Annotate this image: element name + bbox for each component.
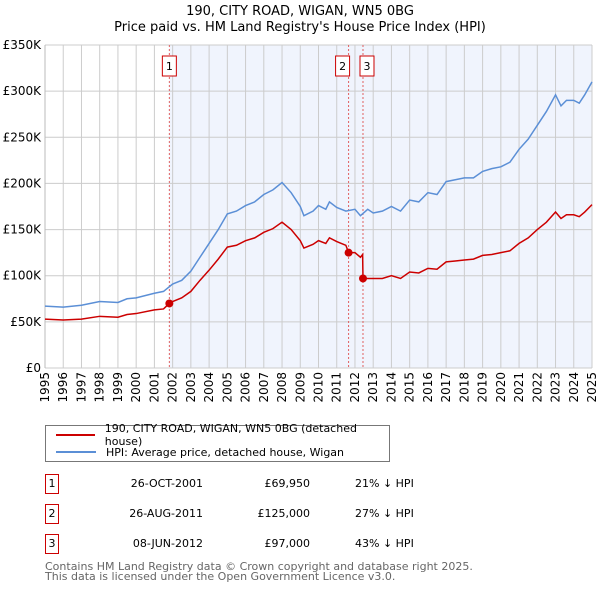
sale-price: £97,000 <box>264 537 311 550</box>
x-tick-label: 2003 <box>184 372 198 403</box>
x-tick-label: 1998 <box>93 372 107 403</box>
x-tick-label: 2013 <box>366 372 380 403</box>
sale-number: 1 <box>45 474 59 494</box>
y-tick-label: £100K <box>3 269 43 283</box>
legend: 190, CITY ROAD, WIGAN, WN5 0BG (detached… <box>45 422 390 462</box>
sale-label-box <box>335 55 351 77</box>
sale-hpi-diff: 27% ↓ HPI <box>355 507 414 520</box>
series-line-hpi <box>44 81 593 308</box>
y-tick-label: £300K <box>3 84 43 98</box>
sale-hpi-diff: 21% ↓ HPI <box>355 477 414 490</box>
sale-point <box>344 248 353 257</box>
sale-number: 2 <box>45 504 59 524</box>
legend-item-property: 190, CITY ROAD, WIGAN, WN5 0BG (detached… <box>56 422 389 448</box>
x-tick-label: 2011 <box>330 372 344 403</box>
sale-date: 26-AUG-2011 <box>129 507 203 520</box>
x-tick-label: 1995 <box>38 372 52 403</box>
y-tick-label: £150K <box>3 223 43 237</box>
x-tick-label: 2020 <box>494 372 508 403</box>
sale-date: 26-OCT-2001 <box>130 477 203 490</box>
legend-label-hpi: HPI: Average price, detached house, Wiga… <box>106 445 345 459</box>
x-tick-label: 2023 <box>549 372 563 403</box>
legend-swatch-property <box>56 434 95 436</box>
x-tick-label: 2015 <box>403 372 417 403</box>
sale-label: 2 <box>339 60 346 73</box>
y-tick-label: £0 <box>26 361 41 375</box>
x-tick-label: 2022 <box>530 372 544 403</box>
x-tick-label: 2007 <box>257 372 271 403</box>
x-tick-label: 2005 <box>220 372 234 403</box>
x-tick-label: 2010 <box>312 372 326 403</box>
y-tick-label: £350K <box>3 38 43 52</box>
sale-price: £125,000 <box>257 507 311 520</box>
x-tick-label: 2016 <box>421 372 435 403</box>
x-tick-label: 2014 <box>384 372 398 403</box>
footer-licence: This data is licensed under the Open Gov… <box>45 570 396 583</box>
x-tick-label: 2009 <box>293 372 307 403</box>
y-tick-label: £50K <box>10 315 42 329</box>
x-tick-label: 2017 <box>439 372 453 403</box>
sale-label: 3 <box>363 60 370 73</box>
x-tick-label: 2018 <box>457 372 471 403</box>
x-tick-label: 2024 <box>567 372 581 403</box>
legend-swatch-hpi <box>56 451 96 453</box>
x-tick-label: 2006 <box>239 372 253 403</box>
sale-number: 3 <box>45 534 59 554</box>
x-tick-label: 2002 <box>166 372 180 403</box>
sale-price: £69,950 <box>264 477 311 490</box>
y-tick-label: £200K <box>3 176 43 190</box>
x-tick-label: 1999 <box>111 372 125 403</box>
footer-copyright: Contains HM Land Registry data © Crown c… <box>45 560 473 573</box>
sale-date: 08-JUN-2012 <box>132 537 203 550</box>
shaded-region <box>169 45 593 368</box>
price-chart: £0 £50K £100K £150K £200K £250K £300K £350K 1995… <box>3 38 599 403</box>
x-tick-label: 1997 <box>74 372 88 403</box>
chart-subtitle: Price paid vs. HM Land Registry's House … <box>114 20 486 35</box>
sale-point <box>165 299 174 308</box>
sale-point <box>358 274 367 283</box>
x-tick-label: 2025 <box>585 372 599 403</box>
x-tick-label: 1996 <box>56 372 70 403</box>
x-tick-label: 2000 <box>129 372 143 403</box>
x-tick-label: 2012 <box>348 372 362 403</box>
sale-label: 1 <box>166 60 173 73</box>
chart-title: 190, CITY ROAD, WIGAN, WN5 0BG <box>186 4 414 19</box>
y-tick-label: £250K <box>3 130 43 144</box>
x-tick-label: 2019 <box>476 372 490 403</box>
x-tick-label: 2008 <box>275 372 289 403</box>
x-tick-label: 2004 <box>202 372 216 403</box>
x-tick-label: 2001 <box>147 372 161 403</box>
sale-hpi-diff: 43% ↓ HPI <box>355 537 414 550</box>
legend-label-property: 190, CITY ROAD, WIGAN, WN5 0BG (detached… <box>104 422 357 448</box>
legend-item-hpi: HPI: Average price, detached house, Wiga… <box>56 444 344 460</box>
sale-label-box <box>161 55 177 77</box>
sale-label-box <box>359 55 375 77</box>
x-tick-label: 2021 <box>512 372 526 403</box>
